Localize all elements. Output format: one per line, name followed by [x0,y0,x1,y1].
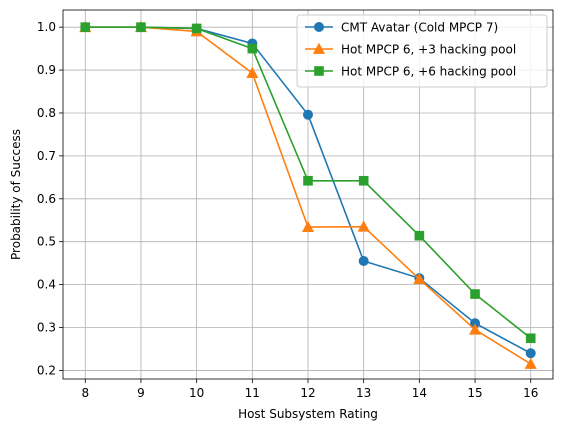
data-point [357,220,370,232]
y-tick-label: 0.4 [37,278,56,292]
y-tick-label: 0.5 [37,235,56,249]
data-point [413,272,426,284]
data-point [525,348,536,359]
y-tick-label: 0.2 [37,363,56,377]
data-point [358,175,369,186]
data-point [469,323,482,335]
x-tick-label: 16 [523,386,538,400]
data-point [80,22,91,32]
data-point [246,66,259,78]
legend-marker [312,42,326,54]
legend-entries: CMT Avatar (Cold MPCP 7) Hot MPCP 6, +3 h… [305,21,516,79]
legend-entry: Hot MPCP 6, +6 hacking pool [305,65,516,79]
legend-label: Hot MPCP 6, +6 hacking pool [341,65,516,79]
data-point [303,175,313,186]
x-tick-label: 13 [356,386,371,400]
series-square [80,22,536,344]
legend-box [296,14,548,88]
y-tick-label: 0.8 [37,106,56,120]
data-point [303,109,313,120]
data-point [301,220,315,233]
y-tick-label: 0.7 [37,149,56,163]
legend: CMT Avatar (Cold MPCP 7) Hot MPCP 6, +3 h… [296,14,548,88]
legend-label: CMT Avatar (Cold MPCP 7) [341,21,498,35]
y-axis-label: Probability of Success [9,129,23,260]
data-point [358,256,369,267]
y-tick-label: 0.9 [37,63,56,77]
data-point [470,289,480,299]
legend-entry: CMT Avatar (Cold MPCP 7) [305,21,498,35]
legend-marker [314,22,324,32]
x-tick-label: 10 [189,386,204,400]
legend-marker [314,66,324,76]
x-tick-label: 8 [81,386,89,400]
x-tick-label: 11 [245,386,260,400]
data-point [414,230,425,241]
x-axis-label: Host Subsystem Rating [238,407,378,421]
x-tick-label: 9 [137,386,145,400]
data-point [136,22,146,32]
data-point [525,333,536,344]
legend-label: Hot MPCP 6, +3 hacking pool [341,43,516,57]
axis-ticks: 8 9 10 11 12 13 14 15 16 0.2 0.3 0.4 0.5 0.6 0.7 0.8 0.9… [37,20,538,400]
y-tick-label: 1.0 [37,20,56,34]
data-point [524,357,537,369]
x-tick-label: 12 [300,386,315,400]
y-tick-label: 0.3 [37,321,56,335]
x-tick-label: 14 [412,386,427,400]
data-point [191,23,202,34]
legend-entry: Hot MPCP 6, +3 hacking pool [305,43,516,57]
data-point [247,43,258,54]
x-tick-label: 15 [467,386,482,400]
y-tick-label: 0.6 [37,192,56,206]
series-layer [79,20,537,369]
